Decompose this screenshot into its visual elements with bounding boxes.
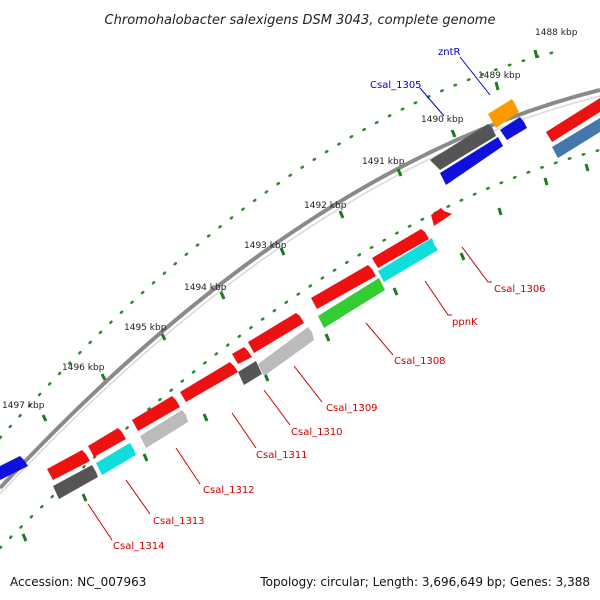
backbone-outer: [0, 88, 600, 490]
topology-summary: Topology: circular; Length: 3,696,649 bp…: [259, 575, 590, 589]
leader-ppnK: [424, 280, 452, 316]
gene-csal-1306[interactable]: [431, 208, 452, 226]
tick-mark: [81, 493, 88, 502]
gene-label-csal-1309: Csal_1309: [326, 403, 378, 414]
gene-csal-1313[interactable]: [96, 443, 136, 475]
gene-label-csal-1312: Csal_1312: [203, 485, 255, 496]
gene-zntR[interactable]: [488, 99, 519, 128]
leader-csal-1306: [461, 246, 492, 283]
tick-label: 1493 kbp: [244, 241, 287, 251]
leader-csal-1313: [125, 479, 151, 515]
tick-mark: [450, 129, 457, 138]
gene-label-csal-1310: Csal_1310: [291, 427, 343, 438]
gene-csal-1305[interactable]: [430, 124, 496, 170]
gene-csal-1312[interactable]: [140, 410, 188, 448]
leader-csal-1305: [419, 87, 445, 117]
tick-mark: [160, 333, 167, 341]
tick-label: 1495 kbp: [124, 323, 167, 333]
gene-red-e[interactable]: [180, 362, 238, 402]
gene-csal-1308[interactable]: [318, 278, 385, 328]
gene-label-zntR: zntR: [438, 47, 461, 58]
tick-label: 1492 kbp: [304, 201, 347, 211]
leader-csal-1312: [175, 447, 201, 485]
outer-ruler-ticks: [41, 49, 539, 422]
tick-mark: [392, 287, 399, 296]
leader-csal-1310: [263, 389, 291, 426]
inner-ruler-ticks: [21, 163, 590, 542]
tick-mark: [21, 533, 28, 542]
tick-label: 1494 kbp: [184, 283, 227, 293]
gene-right-red-outer[interactable]: [546, 98, 600, 142]
leader-lines: [87, 56, 492, 541]
gene-label-csal-1306: Csal_1306: [494, 284, 546, 295]
leader-csal-1309: [293, 365, 323, 403]
leader-csal-1308: [365, 322, 394, 356]
map-title: Chromohalobacter salexigens DSM 3043, co…: [105, 13, 496, 28]
leader-csal-1314: [87, 503, 113, 541]
gene-red-d[interactable]: [232, 347, 252, 364]
gene-blue-inner-b[interactable]: [500, 117, 527, 140]
tick-mark: [543, 177, 549, 186]
gene-ppnK[interactable]: [378, 238, 438, 282]
tick-mark: [459, 252, 466, 261]
tick-label: 1488 kbp: [535, 28, 578, 38]
tick-label: 1489 kbp: [478, 71, 521, 81]
tick-mark: [41, 414, 48, 422]
outer-ruler-dots: [0, 50, 557, 440]
tick-mark: [142, 453, 149, 462]
gene-labels: zntR Csal_1305 Csal_1306 ppnK Csal_1308 …: [113, 47, 546, 552]
tick-mark: [497, 207, 503, 216]
tick-mark: [219, 291, 226, 300]
gene-label-csal-1311: Csal_1311: [256, 450, 308, 461]
gene-label-csal-1313: Csal_1313: [153, 516, 205, 527]
gene-red-b[interactable]: [311, 265, 376, 309]
gene-red-g[interactable]: [88, 428, 126, 457]
tick-label: 1491 kbp: [362, 157, 405, 167]
tick-mark: [324, 333, 331, 342]
gene-csal-1314[interactable]: [53, 465, 98, 499]
gene-red-h[interactable]: [47, 450, 90, 480]
tick-mark: [533, 49, 539, 59]
gene-blue-inner-a[interactable]: [440, 137, 503, 185]
gene-red-f[interactable]: [132, 396, 180, 431]
gene-features: [0, 98, 600, 499]
gene-red-c[interactable]: [248, 313, 304, 353]
tick-label: 1496 kbp: [62, 363, 105, 373]
tick-label: 1497 kbp: [2, 401, 45, 411]
gene-red-a[interactable]: [372, 229, 429, 268]
tick-mark: [100, 373, 107, 381]
tick-mark: [202, 413, 209, 422]
gene-label-ppnK: ppnK: [452, 317, 478, 328]
gene-label-csal-1308: Csal_1308: [394, 356, 446, 367]
gene-csal-1309[interactable]: [258, 327, 314, 376]
tick-mark: [584, 163, 590, 172]
gene-label-csal-1314: Csal_1314: [113, 541, 165, 552]
tick-mark: [396, 168, 403, 177]
tick-mark: [494, 81, 500, 91]
gene-label-csal-1305: Csal_1305: [370, 80, 422, 91]
gene-blue-left[interactable]: [0, 456, 28, 480]
leader-zntR: [459, 56, 491, 96]
tick-mark: [263, 373, 270, 382]
tick-label: 1490 kbp: [421, 115, 464, 125]
leader-csal-1311: [231, 412, 257, 449]
ruler-tick-labels: 1488 kbp 1489 kbp 1490 kbp 1491 kbp 1492…: [2, 28, 578, 411]
tick-mark: [338, 210, 345, 219]
gene-steel-inner[interactable]: [552, 118, 600, 158]
accession-text: Accession: NC_007963: [10, 575, 146, 589]
gene-csal-1310[interactable]: [238, 361, 262, 385]
tick-mark: [279, 247, 286, 256]
